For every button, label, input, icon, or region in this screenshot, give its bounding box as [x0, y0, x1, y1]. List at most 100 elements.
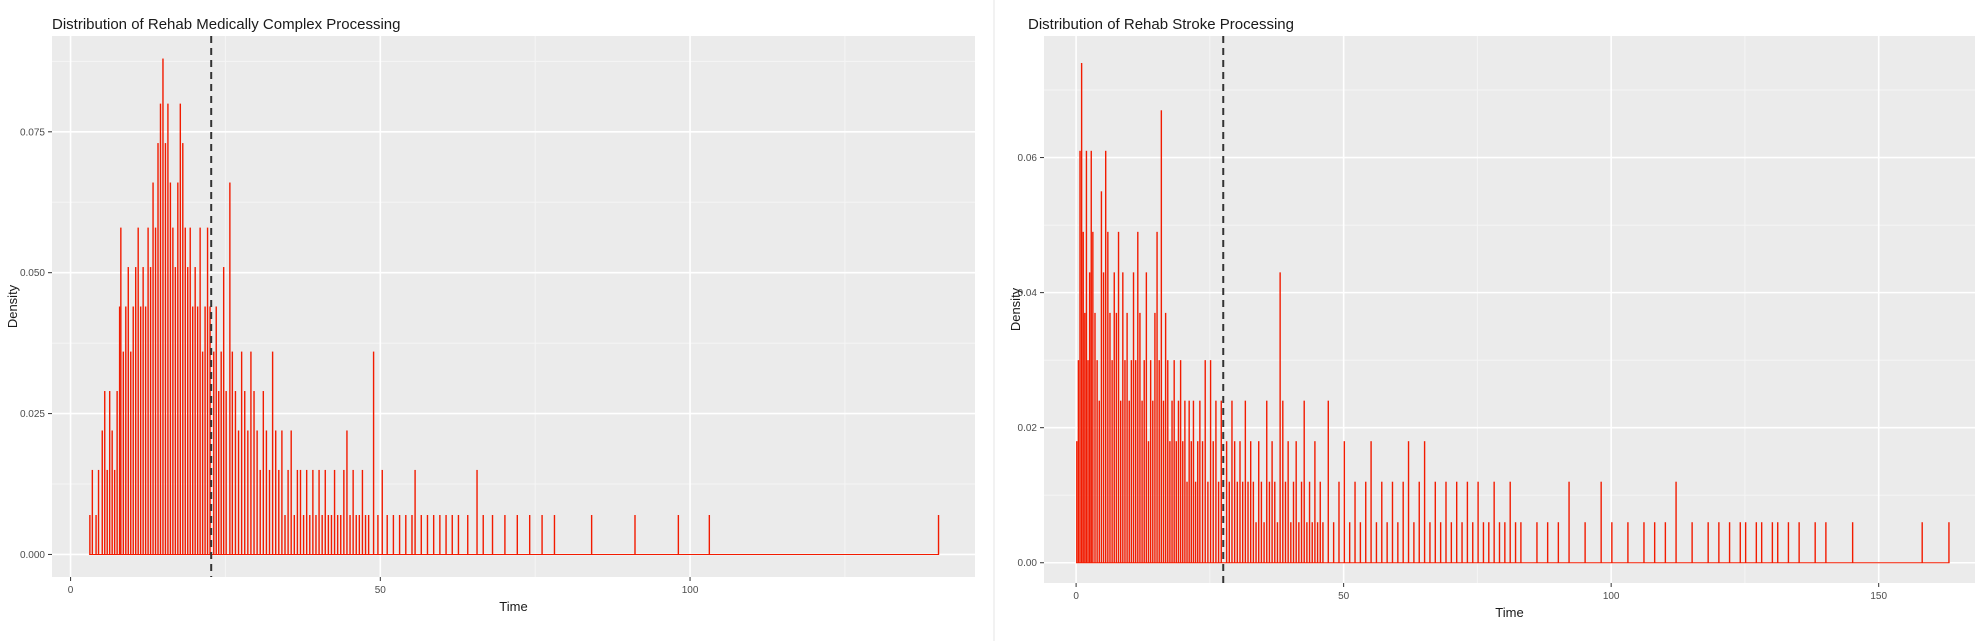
- histogram-bars: [89, 58, 940, 555]
- histogram-bar: [315, 515, 317, 555]
- histogram-bar: [1167, 360, 1169, 563]
- histogram-bar: [1186, 481, 1188, 563]
- x-axis-title: Time: [499, 599, 527, 614]
- histogram-bar: [222, 267, 225, 555]
- histogram-bar: [1082, 231, 1084, 563]
- y-tick-label: 0.04: [1018, 288, 1038, 299]
- histogram-bar: [708, 515, 711, 555]
- histogram-bar: [467, 515, 469, 555]
- histogram-bar: [392, 515, 395, 555]
- histogram-bar: [1117, 231, 1120, 563]
- histogram-bar: [191, 306, 194, 555]
- histogram-bar: [1090, 150, 1092, 563]
- histogram-bar: [137, 227, 139, 555]
- histogram-bar: [1107, 231, 1109, 563]
- histogram-bar: [1279, 272, 1281, 563]
- histogram-bar: [1348, 522, 1351, 563]
- histogram-bar: [1423, 441, 1426, 563]
- histogram-bar: [106, 469, 108, 555]
- histogram-bar: [439, 515, 441, 555]
- histogram-bar: [1076, 441, 1078, 563]
- histogram-bar: [1268, 481, 1271, 563]
- x-tick-label: 50: [375, 585, 387, 596]
- histogram-bar: [1557, 522, 1560, 563]
- histogram-bar: [91, 469, 94, 555]
- histogram-bar: [1274, 481, 1276, 563]
- histogram-bar: [504, 515, 506, 555]
- histogram-bar: [149, 267, 152, 555]
- histogram-bar: [116, 391, 118, 555]
- histogram-bar: [108, 391, 111, 555]
- histogram-bar: [1375, 522, 1378, 563]
- histogram-bar: [1077, 360, 1080, 563]
- histogram-bar: [677, 515, 680, 555]
- histogram-bar: [253, 391, 255, 555]
- histogram-bar: [194, 267, 196, 555]
- histogram-bar: [321, 515, 323, 555]
- histogram-bar: [457, 515, 460, 555]
- histogram-bar: [113, 469, 116, 555]
- histogram-bar: [327, 515, 330, 555]
- histogram-bar: [1290, 522, 1292, 563]
- histogram-bar: [1498, 522, 1501, 563]
- histogram-bar: [1182, 441, 1184, 563]
- histogram-bar: [1760, 522, 1763, 563]
- histogram-bar: [157, 143, 159, 555]
- histogram-bar: [218, 391, 220, 555]
- histogram-bar: [104, 391, 106, 555]
- histogram-bar: [127, 267, 129, 555]
- histogram-bar: [299, 469, 302, 555]
- histogram-bar: [318, 469, 320, 555]
- y-tick-label: 0.06: [1018, 153, 1038, 164]
- histogram-bar: [1413, 522, 1415, 563]
- histogram-bar: [1179, 360, 1182, 563]
- histogram-bar: [284, 515, 286, 555]
- histogram-bar: [1664, 522, 1667, 563]
- histogram-bar: [1568, 481, 1570, 563]
- histogram-bar: [367, 515, 370, 555]
- histogram-bar: [1252, 481, 1255, 563]
- histogram-bar: [1316, 522, 1319, 563]
- histogram-bar: [1311, 522, 1313, 563]
- histogram-bar: [1359, 522, 1362, 563]
- histogram-bar: [1643, 522, 1645, 563]
- histogram-bar: [1771, 522, 1774, 563]
- histogram-bar: [1130, 360, 1133, 563]
- histogram-bar: [1295, 441, 1297, 563]
- histogram-bar: [1100, 191, 1103, 563]
- histogram-bar: [231, 351, 234, 555]
- histogram-bar: [1119, 400, 1122, 563]
- histogram-bar: [1128, 400, 1130, 563]
- histogram-bar: [372, 351, 375, 555]
- x-tick-label: 150: [1870, 591, 1887, 602]
- histogram-bar: [1094, 312, 1096, 563]
- histogram-bar: [275, 430, 277, 555]
- histogram-bar: [1825, 522, 1827, 563]
- y-axis-title: Density: [5, 284, 20, 328]
- histogram-bar: [187, 267, 189, 555]
- histogram-bar: [1154, 312, 1156, 563]
- histogram-bar: [349, 515, 351, 555]
- histogram-bar: [1141, 400, 1143, 563]
- histogram-bar: [377, 515, 379, 555]
- histogram-bar: [1653, 522, 1656, 563]
- histogram-bar: [312, 469, 314, 555]
- histogram-bar: [1199, 400, 1201, 563]
- histogram-bars: [1076, 63, 1950, 563]
- histogram-bar: [169, 182, 172, 555]
- histogram-bar: [1777, 522, 1779, 563]
- x-tick-label: 100: [1603, 591, 1620, 602]
- histogram-bar: [154, 227, 157, 555]
- histogram-bar: [1080, 63, 1083, 563]
- histogram-bar: [1354, 481, 1356, 563]
- y-tick-label: 0.025: [20, 409, 45, 420]
- histogram-bar: [346, 430, 348, 555]
- histogram-bar: [1306, 522, 1308, 563]
- histogram-bar: [1691, 522, 1693, 563]
- histogram-bar: [1115, 312, 1118, 563]
- histogram-bar: [256, 430, 258, 555]
- histogram-bar: [302, 515, 305, 555]
- histogram-bar: [209, 306, 211, 555]
- histogram-bar: [120, 227, 122, 555]
- histogram-bar: [340, 515, 342, 555]
